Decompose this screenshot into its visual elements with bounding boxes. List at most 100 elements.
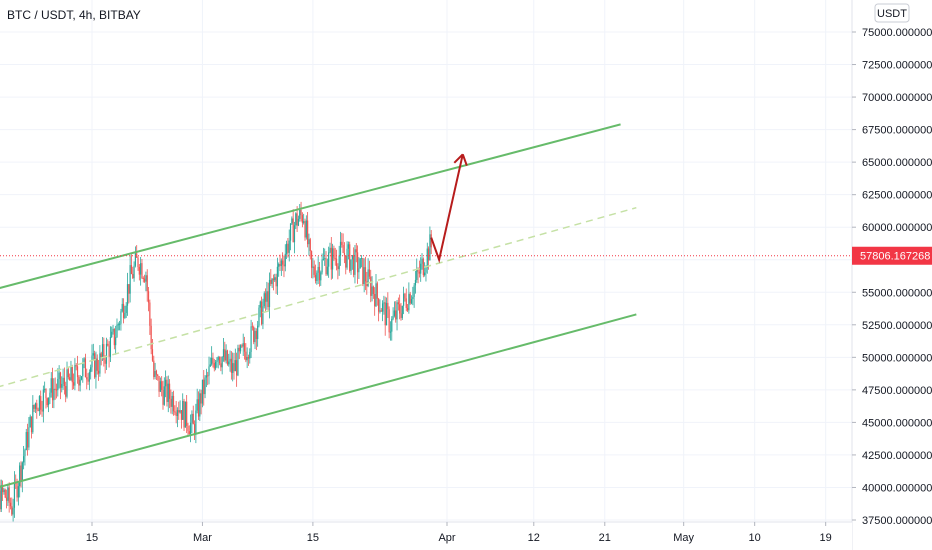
candle-body — [178, 410, 180, 413]
candle-body — [20, 465, 22, 481]
candle-body — [116, 324, 118, 338]
candle-body — [62, 377, 64, 384]
price-tick-label: 37500.000000 — [862, 515, 932, 527]
candle-body — [4, 489, 6, 498]
candle-body — [95, 358, 97, 378]
candle-body — [28, 427, 30, 448]
candle-body — [9, 502, 12, 507]
candle-body — [353, 255, 355, 275]
candle-body — [229, 358, 231, 362]
candle-body — [117, 324, 119, 326]
candle-body — [289, 223, 292, 241]
candle-body — [291, 218, 293, 224]
candle-body — [401, 305, 403, 318]
candle-body — [334, 258, 336, 260]
candle-body — [318, 266, 321, 281]
price-tick-label: 75000.000000 — [862, 27, 932, 39]
last-price-badge — [852, 246, 932, 265]
candle-body — [183, 400, 185, 428]
candle-body — [42, 389, 44, 412]
candle-body — [284, 253, 286, 267]
candle-body — [282, 260, 284, 265]
candle-body — [113, 328, 115, 346]
candle-body — [364, 267, 367, 282]
candle-body — [101, 344, 104, 358]
candle-body — [120, 311, 122, 324]
candle-body — [308, 239, 310, 245]
candle-body — [80, 376, 83, 380]
candle-body — [363, 267, 365, 285]
candle-body — [92, 353, 94, 356]
candle-body — [109, 337, 112, 357]
price-tick-label: 70000.000000 — [862, 92, 932, 104]
candle-body — [99, 353, 101, 374]
candle-body — [258, 307, 260, 326]
candle-body — [186, 401, 188, 426]
candle-body — [19, 465, 21, 487]
candle-body — [158, 375, 160, 392]
candle-body — [13, 482, 16, 508]
time-tick-label: Mar — [193, 532, 212, 544]
time-tick-label: 12 — [528, 532, 540, 544]
candle-body — [332, 248, 334, 270]
candle-body — [342, 244, 344, 253]
candle-body — [270, 279, 272, 284]
candle-body — [341, 241, 343, 245]
candle-body — [255, 330, 257, 340]
chart-title: BTC / USDT, 4h, BITBAY — [7, 8, 141, 22]
candle-body — [300, 209, 302, 216]
candle-body — [385, 302, 388, 326]
candle-body — [297, 218, 300, 226]
candle-body — [263, 293, 265, 307]
candle-body — [413, 285, 415, 297]
price-tick-label: 60000.000000 — [862, 222, 932, 234]
candle-body — [5, 497, 8, 501]
candle-body — [243, 343, 246, 352]
candle-body — [105, 343, 108, 364]
candle-body — [316, 272, 318, 281]
candle-body — [132, 273, 134, 279]
candle-body — [190, 422, 192, 435]
candle-body — [343, 252, 346, 256]
candle-body — [151, 349, 154, 361]
candle-body — [262, 306, 264, 325]
candle-body — [54, 388, 56, 390]
candle-body — [24, 450, 26, 457]
candle-body — [75, 365, 77, 367]
candle-body — [44, 389, 46, 391]
time-tick-label: 21 — [599, 532, 611, 544]
candle-body — [358, 268, 360, 273]
candle-body — [91, 355, 93, 368]
candle-body — [1, 485, 4, 493]
candle-body — [405, 298, 407, 308]
candle-body — [134, 253, 136, 266]
candle-body — [400, 313, 402, 318]
channel-mid-line — [0, 206, 637, 388]
candle-body — [320, 272, 322, 281]
candle-body — [51, 378, 54, 401]
candle-body — [65, 386, 67, 397]
time-axis-bg — [0, 522, 852, 550]
candle-body — [350, 259, 352, 271]
candle-body — [217, 357, 219, 361]
candle-body — [238, 347, 240, 352]
candle-body — [367, 269, 369, 287]
candle-body — [146, 275, 148, 292]
candle-body — [230, 358, 232, 373]
price-tick-label: 47500.000000 — [862, 385, 932, 397]
candle-body — [295, 213, 297, 226]
candle-body — [370, 276, 372, 296]
time-tick-label: 10 — [749, 532, 761, 544]
candle-body — [79, 379, 81, 386]
candle-body — [317, 266, 319, 273]
candle-body — [119, 323, 121, 325]
candle-body — [7, 487, 9, 501]
candle-body — [410, 298, 413, 304]
candle-body — [430, 234, 432, 248]
candle-body — [149, 302, 151, 326]
candle-body — [59, 372, 62, 388]
candle-body — [188, 431, 190, 435]
candle-body — [391, 318, 393, 332]
candle-body — [239, 345, 242, 352]
